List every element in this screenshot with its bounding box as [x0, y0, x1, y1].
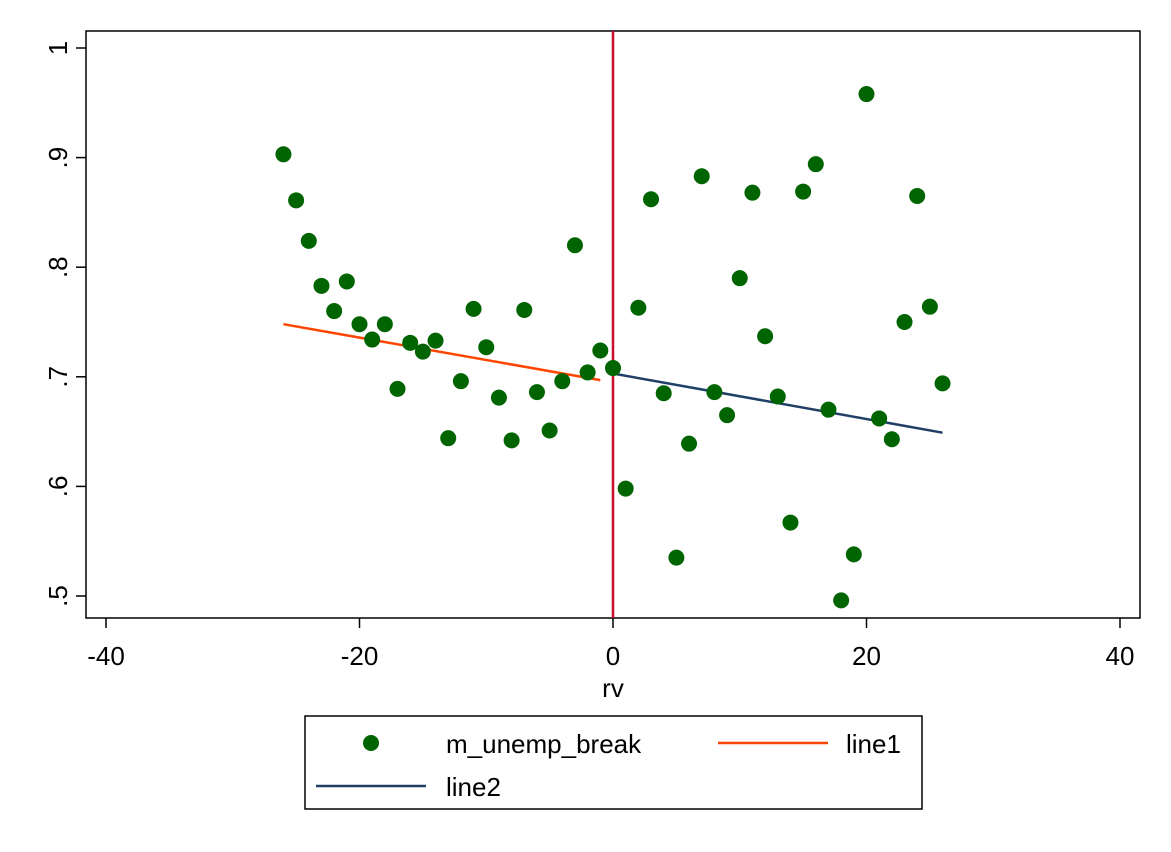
x-tick-label: 0 [606, 641, 620, 671]
data-point [554, 373, 571, 390]
data-point [465, 300, 482, 317]
scatter-points [275, 86, 951, 609]
data-point [528, 384, 545, 401]
data-point [858, 86, 875, 103]
data-point [795, 183, 812, 200]
data-point [833, 592, 850, 609]
x-tick-label: -20 [341, 641, 379, 671]
data-point [909, 187, 926, 204]
x-axis: -40 -20 0 20 40 [87, 618, 1134, 671]
data-point [313, 277, 330, 294]
data-point [769, 388, 786, 405]
data-point [541, 422, 558, 439]
legend-label-line1: line1 [846, 729, 901, 759]
data-point [719, 407, 736, 424]
series-line1 [283, 322, 601, 382]
x-tick-label: 40 [1106, 641, 1135, 671]
data-point [871, 410, 888, 427]
data-point [845, 546, 862, 563]
y-tick-label: .9 [43, 147, 73, 169]
data-point [921, 298, 938, 315]
data-point [617, 480, 634, 497]
data-point [338, 273, 355, 290]
legend-swatch-m_unemp_break [363, 735, 379, 751]
data-point [782, 514, 799, 531]
data-point [300, 232, 317, 249]
data-point [288, 192, 305, 209]
data-point [820, 401, 837, 418]
data-point [605, 360, 621, 377]
data-point [757, 328, 774, 345]
x-tick-label: -40 [87, 641, 125, 671]
data-point [503, 432, 520, 449]
data-point [655, 385, 672, 402]
data-point [516, 301, 533, 318]
data-point [402, 334, 419, 351]
data-point [452, 373, 469, 390]
data-point [883, 431, 900, 448]
data-point [744, 184, 761, 201]
x-axis-title: rv [602, 673, 624, 703]
x-tick-label: 20 [852, 641, 881, 671]
legend: m_unemp_break line1 line2 [304, 715, 923, 810]
data-point [693, 168, 710, 185]
data-point [414, 343, 431, 360]
data-point [706, 384, 723, 401]
data-point [681, 435, 698, 452]
data-point [668, 549, 685, 566]
legend-label-m_unemp_break: m_unemp_break [446, 729, 642, 759]
data-point [376, 316, 393, 333]
data-point [275, 146, 292, 163]
y-tick-label: 1 [43, 41, 73, 55]
legend-box [304, 715, 923, 810]
data-point [630, 299, 647, 316]
y-tick-label: .7 [43, 366, 73, 388]
legend-label-line2: line2 [446, 772, 501, 802]
data-point [592, 342, 609, 359]
data-point [896, 314, 913, 330]
data-point [440, 430, 457, 447]
data-point [326, 303, 343, 320]
data-point [490, 389, 507, 406]
data-point [364, 331, 381, 348]
data-point [351, 316, 368, 333]
data-point [643, 191, 660, 208]
data-point [731, 270, 748, 287]
data-point [934, 375, 951, 392]
y-tick-label: .6 [43, 476, 73, 498]
data-point [389, 380, 406, 397]
data-point [566, 237, 583, 254]
data-point [807, 156, 824, 173]
data-point [427, 332, 444, 349]
data-point [478, 339, 495, 356]
data-point [579, 364, 596, 381]
y-tick-label: .8 [43, 256, 73, 278]
y-tick-label: .5 [43, 585, 73, 607]
y-axis: .5 .6 .7 .8 .9 1 [43, 41, 86, 607]
